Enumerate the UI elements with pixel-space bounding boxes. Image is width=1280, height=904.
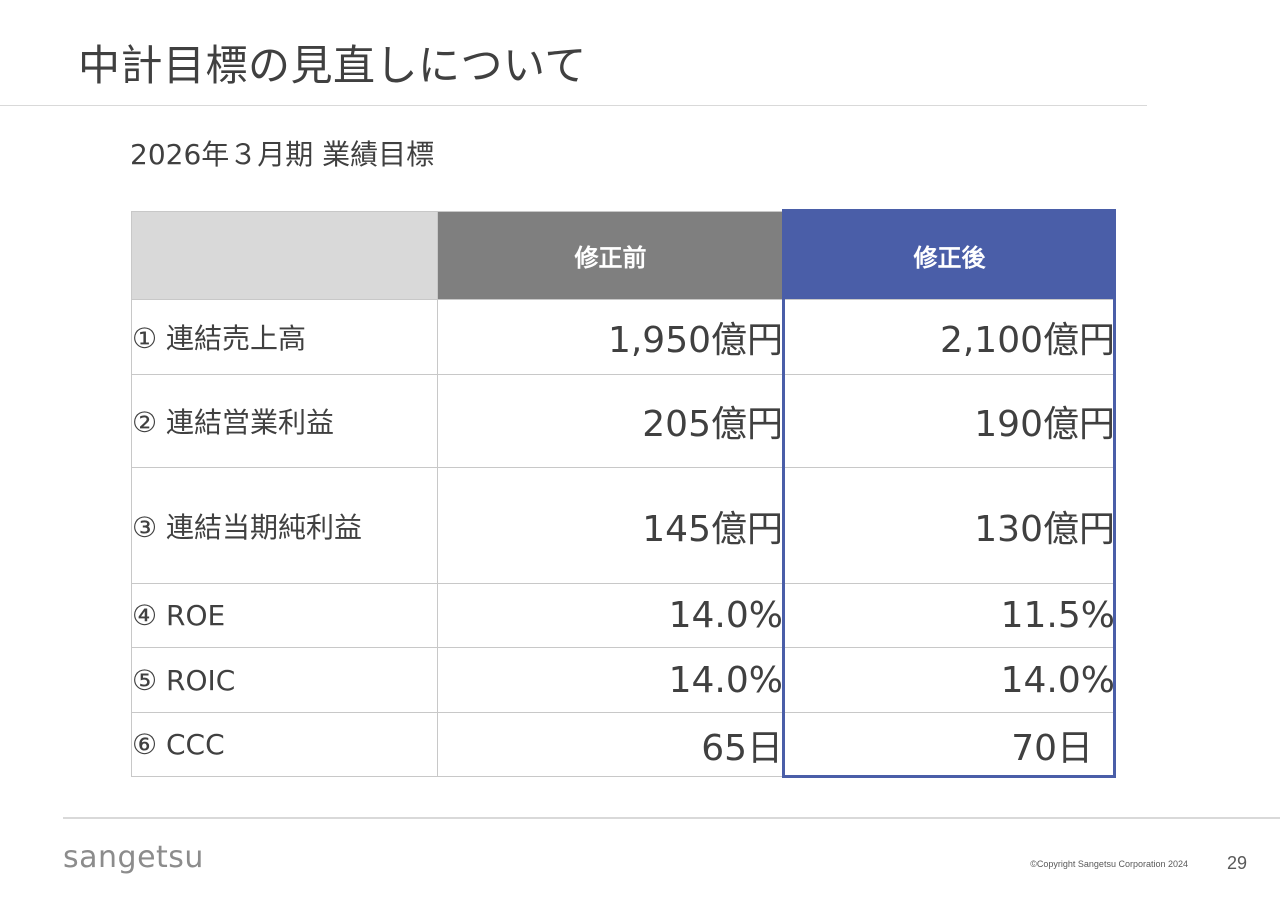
- value-before: 14.0%: [437, 647, 784, 713]
- value-before: 65日: [437, 712, 784, 777]
- row-label: ② 連結営業利益: [131, 374, 438, 468]
- table-row: ⑥ CCC 65日 70日: [131, 712, 1116, 777]
- row-label: ④ ROE: [131, 583, 438, 648]
- section-heading: 2026年３月期 業績目標: [130, 138, 435, 171]
- value-after: 11.5%: [783, 583, 1116, 648]
- row-label: ① 連結売上高: [131, 299, 438, 375]
- row-label: ③ 連結当期純利益: [131, 467, 438, 584]
- table-row: ④ ROE 14.0% 11.5%: [131, 583, 1116, 648]
- title-divider: [0, 105, 1147, 106]
- value-before: 1,950億円: [437, 299, 784, 375]
- table-row: ① 連結売上高 1,950億円 2,100億円: [131, 299, 1116, 375]
- value-before: 205億円: [437, 374, 784, 468]
- value-after: 190億円: [783, 374, 1116, 468]
- column-header-after-revision: 修正後: [783, 211, 1116, 300]
- sangetsu-logo: sangetsu: [63, 840, 204, 875]
- value-after: 2,100億円: [783, 299, 1116, 375]
- table-header-row: 修正前 修正後: [131, 211, 1116, 300]
- page-number: 29: [1226, 853, 1247, 873]
- kpi-target-table: 修正前 修正後 ① 連結売上高 1,950億円 2,100億円 ② 連結営業利益…: [131, 211, 1116, 777]
- table-corner-cell: [131, 211, 438, 300]
- value-after: 70日: [783, 712, 1116, 777]
- row-label: ⑥ CCC: [131, 712, 438, 777]
- value-before: 14.0%: [437, 583, 784, 648]
- copyright-notice: ©Copyright Sangetsu Corporation 2024: [1030, 859, 1188, 869]
- row-label: ⑤ ROIC: [131, 647, 438, 713]
- value-before: 145億円: [437, 467, 784, 584]
- footer-divider: [63, 817, 1280, 819]
- column-header-before-revision: 修正前: [437, 211, 784, 300]
- value-after: 14.0%: [783, 647, 1116, 713]
- value-after: 130億円: [783, 467, 1116, 584]
- table-row: ③ 連結当期純利益 145億円 130億円: [131, 467, 1116, 584]
- slide-title: 中計目標の見直しについて: [78, 41, 587, 90]
- table-row: ⑤ ROIC 14.0% 14.0%: [131, 647, 1116, 713]
- table-row: ② 連結営業利益 205億円 190億円: [131, 374, 1116, 468]
